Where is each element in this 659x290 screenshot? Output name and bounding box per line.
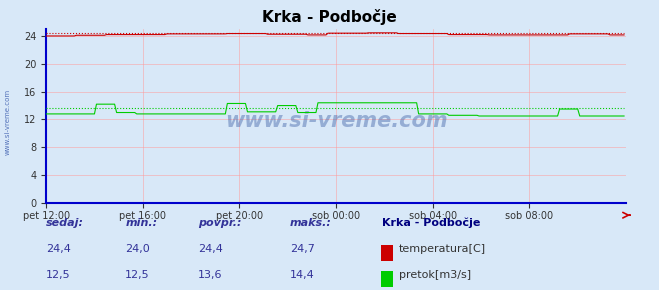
Text: min.:: min.: [125,218,158,228]
Text: sedaj:: sedaj: [46,218,84,228]
Text: 24,7: 24,7 [290,244,315,254]
Text: www.si-vreme.com: www.si-vreme.com [5,89,11,155]
Text: Krka - Podbočje: Krka - Podbočje [262,9,397,25]
Text: maks.:: maks.: [290,218,332,228]
Text: Krka - Podbočje: Krka - Podbočje [382,218,480,228]
Text: 24,4: 24,4 [198,244,223,254]
Text: www.si-vreme.com: www.si-vreme.com [225,111,447,131]
Text: 24,4: 24,4 [46,244,71,254]
Text: 13,6: 13,6 [198,270,222,280]
Text: povpr.:: povpr.: [198,218,241,228]
Text: pretok[m3/s]: pretok[m3/s] [399,270,471,280]
Text: 12,5: 12,5 [125,270,150,280]
Text: 14,4: 14,4 [290,270,315,280]
Text: temperatura[C]: temperatura[C] [399,244,486,254]
Text: 12,5: 12,5 [46,270,71,280]
Text: 24,0: 24,0 [125,244,150,254]
